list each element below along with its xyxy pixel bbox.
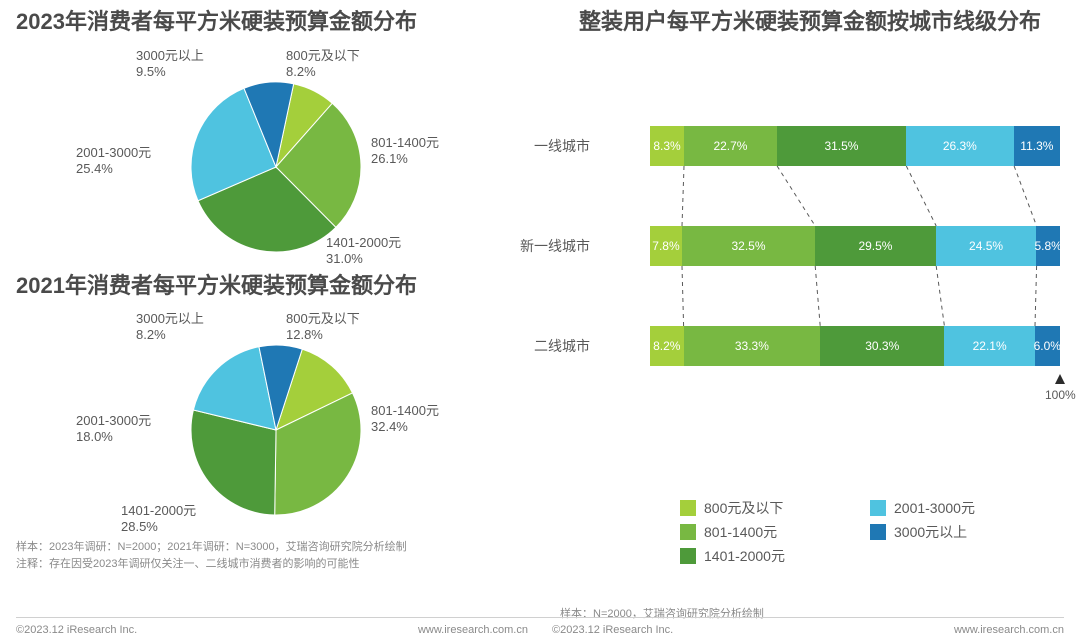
bar-segment: 7.8% xyxy=(650,226,682,266)
pie-2021-title: 2021年消费者每平方米硬装预算金额分布 xyxy=(16,272,536,300)
legend-swatch-3 xyxy=(870,524,886,540)
bar-label-0: 一线城市 xyxy=(534,136,590,156)
bar-segment: 22.1% xyxy=(944,326,1035,366)
left-note-2: 注释：存在因受2023年调研仅关注一、二线城市消费者的影响的可能性 xyxy=(16,556,536,573)
legend-swatch-4 xyxy=(680,548,696,564)
bar-segment: 11.3% xyxy=(1014,126,1060,166)
connector-line xyxy=(682,266,684,326)
pie-2023-chart: 800元及以下 8.2% 801-1400元 26.1% 1401-2000元 … xyxy=(16,40,536,270)
bar-segment: 33.3% xyxy=(684,326,821,366)
connector-line xyxy=(682,166,684,226)
connector-line xyxy=(1014,166,1037,226)
pie-2023-label-2: 1401-2000元 31.0% xyxy=(326,235,401,268)
bar-track-0: 8.3%22.7%31.5%26.3%11.3% xyxy=(650,126,1060,166)
pie-2021-label-2: 1401-2000元 28.5% xyxy=(121,503,196,536)
axis-arrow-icon xyxy=(1055,374,1065,384)
pie-2023-svg xyxy=(181,72,371,262)
legend-swatch-1 xyxy=(870,500,886,516)
legend-item-1: 2001-3000元 xyxy=(870,498,1060,518)
bar-row-0: 一线城市 8.3%22.7%31.5%26.3%11.3% xyxy=(600,126,1060,166)
bar-row-2: 二线城市 8.2%33.3%30.3%22.1%6.0% xyxy=(600,326,1060,366)
bar-segment: 8.3% xyxy=(650,126,684,166)
bar-row-1: 新一线城市 7.8%32.5%29.5%24.5%5.8% xyxy=(600,226,1060,266)
pie-2021-label-0: 800元及以下 12.8% xyxy=(286,311,360,344)
footer-url-left: www.iresearch.com.cn xyxy=(418,624,528,636)
pie-2023-label-3: 2001-3000元 25.4% xyxy=(76,145,151,178)
bar-track-2: 8.2%33.3%30.3%22.1%6.0% xyxy=(650,326,1060,366)
bar-segment: 6.0% xyxy=(1035,326,1060,366)
pie-2023-label-1: 801-1400元 26.1% xyxy=(371,135,439,168)
legend: 800元及以下 2001-3000元 801-1400元 3000元以上 xyxy=(680,498,1060,566)
pie-2021-label-4: 3000元以上 8.2% xyxy=(136,311,204,344)
footer-divider xyxy=(16,617,1064,618)
right-column: 整装用户每平方米硬装预算金额按城市线级分布 一线城市 8.3%22.7%31.5… xyxy=(560,8,1060,622)
pie-2021-svg xyxy=(181,335,371,525)
pie-2021-label-3: 2001-3000元 18.0% xyxy=(76,413,151,446)
footer: ©2023.12 iResearch Inc. www.iresearch.co… xyxy=(16,624,1064,636)
connector-line xyxy=(1035,266,1037,326)
footer-copyright-left: ©2023.12 iResearch Inc. xyxy=(16,624,137,636)
legend-swatch-2 xyxy=(680,524,696,540)
bar-segment: 24.5% xyxy=(936,226,1036,266)
bar-segment: 26.3% xyxy=(906,126,1014,166)
pie-2021-chart: 800元及以下 12.8% 801-1400元 32.4% 1401-2000元… xyxy=(16,303,536,533)
footer-url-right: www.iresearch.com.cn xyxy=(954,624,1064,636)
bar-segment: 29.5% xyxy=(815,226,936,266)
connector-line xyxy=(777,166,815,226)
legend-swatch-0 xyxy=(680,500,696,516)
bar-segment: 5.8% xyxy=(1036,226,1060,266)
bar-segment: 31.5% xyxy=(777,126,906,166)
pie-2023-label-4: 3000元以上 9.5% xyxy=(136,48,204,81)
bar-segment: 22.7% xyxy=(684,126,777,166)
connector-line xyxy=(906,166,936,226)
legend-item-0: 800元及以下 xyxy=(680,498,870,518)
connector-line xyxy=(936,266,944,326)
bar-segment: 32.5% xyxy=(682,226,815,266)
bar-segment: 8.2% xyxy=(650,326,684,366)
axis-end-label: 100% xyxy=(1045,388,1076,402)
stacked-bar-chart: 一线城市 8.3%22.7%31.5%26.3%11.3% 新一线城市 7.8%… xyxy=(600,126,1060,426)
bar-segment: 30.3% xyxy=(820,326,944,366)
legend-item-2: 801-1400元 xyxy=(680,522,870,542)
bar-label-2: 二线城市 xyxy=(534,336,590,356)
left-note-1: 样本：2023年调研：N=2000；2021年调研：N=3000，艾瑞咨询研究院… xyxy=(16,539,536,556)
bar-label-1: 新一线城市 xyxy=(520,236,590,256)
legend-item-3: 3000元以上 xyxy=(870,522,1060,542)
legend-item-4: 1401-2000元 xyxy=(680,546,870,566)
footer-copyright-right: ©2023.12 iResearch Inc. xyxy=(552,624,673,636)
right-note: 样本：N=2000，艾瑞咨询研究院分析绘制 xyxy=(560,606,1060,623)
bar-track-1: 7.8%32.5%29.5%24.5%5.8% xyxy=(650,226,1060,266)
pie-2023-title: 2023年消费者每平方米硬装预算金额分布 xyxy=(16,8,536,36)
pie-2023-label-0: 800元及以下 8.2% xyxy=(286,48,360,81)
left-column: 2023年消费者每平方米硬装预算金额分布 800元及以下 8.2% 801-14… xyxy=(16,8,536,572)
stacked-title: 整装用户每平方米硬装预算金额按城市线级分布 xyxy=(560,8,1060,36)
connector-line xyxy=(815,266,820,326)
pie-2021-label-1: 801-1400元 32.4% xyxy=(371,403,439,436)
